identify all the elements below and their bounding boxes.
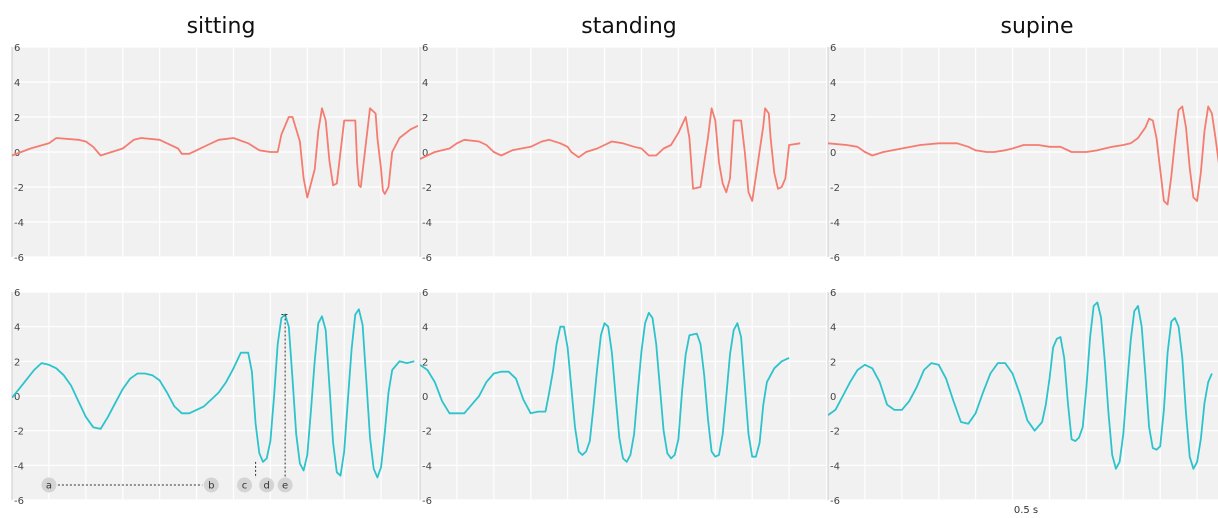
series-line-bottom-supine	[828, 301, 1213, 470]
y-tick-label: 6	[422, 43, 428, 54]
marker-label: d	[263, 481, 269, 492]
panel-bottom-supine: 6 4 2 0 -2 -4 -6	[827, 288, 1218, 507]
y-tick-label: -2	[14, 183, 24, 194]
y-tick-label: -6	[422, 253, 432, 264]
y-tick-label: 2	[14, 113, 20, 124]
marker-badge	[203, 477, 219, 493]
y-tick-label: 4	[830, 78, 836, 89]
y-tick-label: 4	[422, 323, 428, 334]
marker-badge	[41, 477, 57, 493]
column-title-supine: supine	[1001, 14, 1074, 39]
marker-badge	[277, 477, 293, 493]
y-tick-label: -4	[422, 218, 432, 229]
y-tick-label: 0	[422, 392, 428, 403]
y-tick-label: 6	[830, 43, 836, 54]
marker-b: b	[203, 477, 219, 493]
y-tick-label: 4	[14, 78, 20, 89]
y-tick-label: -6	[14, 496, 24, 507]
y-tick-label: 6	[14, 288, 20, 299]
series-line-bottom-standing	[420, 311, 790, 463]
y-tick-label: 0	[830, 148, 836, 159]
y-tick-label: 2	[422, 113, 428, 124]
time-scale-label: 0.5 s	[1014, 505, 1038, 516]
y-tick-label: -6	[422, 496, 432, 507]
marker-d: d	[259, 477, 275, 493]
panels: 6 4 2 0 -2 -4 -6 6 4 2 0 -2 -4 -6 6 4 2 0 -2 -4 -6 6 4 2 0 -2 -4 -6…	[11, 43, 1218, 507]
y-tick-label: 6	[830, 288, 836, 299]
series-line-top-supine	[828, 105, 1218, 206]
y-tick-label: 2	[830, 113, 836, 124]
marker-badge	[237, 477, 253, 493]
marker-label: c	[242, 481, 248, 492]
y-tick-label: 4	[830, 323, 836, 334]
y-tick-label: -4	[14, 461, 24, 472]
series-line-top-sitting	[12, 107, 418, 199]
annotation-markers: a b c d e	[41, 314, 293, 493]
panel-top-supine: 6 4 2 0 -2 -4 -6	[827, 43, 1218, 264]
y-tick-label: -2	[422, 183, 432, 194]
marker-e: e	[277, 477, 293, 493]
y-tick-label: -2	[830, 183, 840, 194]
y-tick-label: 0	[14, 392, 20, 403]
y-tick-label: -4	[830, 461, 840, 472]
y-tick-label: 0	[422, 148, 428, 159]
column-title-standing: standing	[581, 14, 677, 39]
y-tick-label: 2	[422, 357, 428, 368]
marker-c: c	[237, 477, 253, 493]
marker-badge	[259, 477, 275, 493]
y-tick-label: -4	[830, 218, 840, 229]
marker-a: a	[41, 477, 57, 493]
series-line-bottom-sitting	[12, 308, 415, 479]
y-tick-label: 0	[830, 392, 836, 403]
y-tick-label: -4	[422, 461, 432, 472]
panel-bottom-standing: 6 4 2 0 -2 -4 -6	[419, 288, 826, 507]
panel-top-standing: 6 4 2 0 -2 -4 -6	[419, 43, 826, 264]
y-tick-label: 6	[14, 43, 20, 54]
column-title-sitting: sitting	[187, 14, 256, 39]
y-tick-label: -4	[14, 218, 24, 229]
y-tick-label: 4	[422, 78, 428, 89]
y-tick-label: -6	[830, 496, 840, 507]
y-tick-label: 4	[14, 323, 20, 334]
marker-label: b	[208, 481, 214, 492]
y-tick-label: -2	[14, 427, 24, 438]
y-tick-label: 2	[14, 357, 20, 368]
marker-label: e	[282, 481, 288, 492]
y-tick-label: -2	[422, 427, 432, 438]
panel-bottom-sitting: 6 4 2 0 -2 -4 -6	[11, 288, 418, 507]
y-tick-label: 6	[422, 288, 428, 299]
y-tick-label: -6	[830, 253, 840, 264]
series-line-top-standing	[420, 107, 801, 202]
y-tick-label: -6	[14, 253, 24, 264]
marker-label: a	[46, 481, 52, 492]
y-tick-label: 2	[830, 357, 836, 368]
y-tick-label: -2	[830, 427, 840, 438]
